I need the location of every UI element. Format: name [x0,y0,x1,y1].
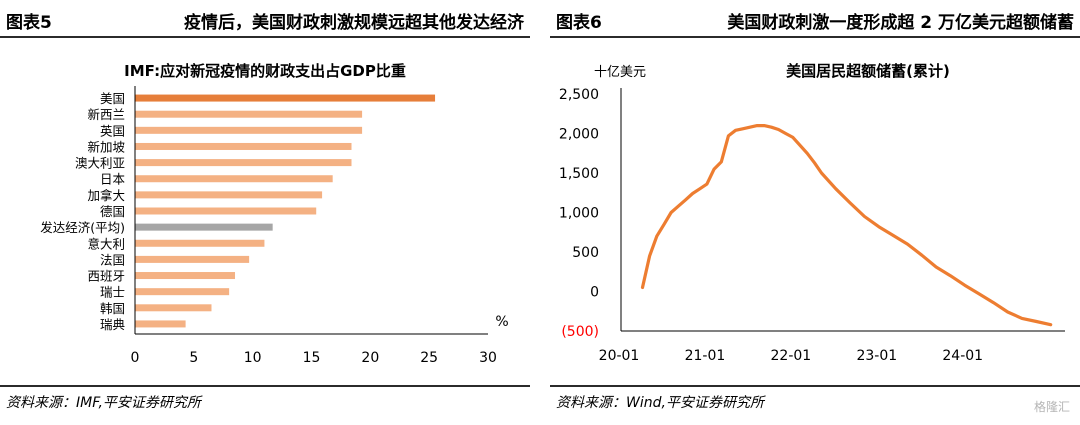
bar-日本 [135,175,333,183]
y-tick-label: 2,500 [559,87,599,103]
bar-澳大利亚 [135,159,352,167]
right-source-note: 资料来源：Wind,平安证券研究所 [556,395,764,411]
left-figure-panel: 图表5 疫情后，美国财政刺激规模远超其他发达经济 IMF:应对新冠疫情的财政支出… [0,0,530,425]
bar-发达经济(平均) [135,223,273,231]
x-tick-label: 10 [244,350,262,366]
right-figure-panel: 图表6 美国财政刺激一度形成超 2 万亿美元超额储蓄 美国居民超额储蓄(累计) 十… [550,0,1080,425]
bar-意大利 [135,239,265,247]
y-tick-label: 1,000 [559,206,599,222]
bar-新加坡 [135,142,352,150]
bar-加拿大 [135,191,323,199]
category-label: 发达经济(平均) [40,220,125,235]
bar-chart: IMF:应对新冠疫情的财政支出占GDP比重美国新西兰英国新加坡澳大利亚日本加拿大… [40,62,508,366]
x-tick-label: 0 [131,350,140,366]
unit-label: % [495,314,508,330]
category-label: 韩国 [100,301,125,316]
y-tick-label: (500) [561,324,599,340]
bar-法国 [135,255,250,263]
line-chart-title: 美国居民超额储蓄(累计) [786,62,950,80]
x-tick-label: 24-01 [942,348,983,364]
left-bottom-rule [0,385,530,387]
bar-新西兰 [135,110,363,118]
category-label: 新加坡 [87,139,125,154]
right-top-rule [550,36,1080,38]
category-label: 加拿大 [87,188,125,203]
watermark-logo: 格隆汇 [1033,400,1070,414]
category-label: 新西兰 [87,107,125,122]
category-label: 澳大利亚 [75,156,125,171]
category-label: 日本 [100,172,126,187]
bar-德国 [135,207,317,215]
category-label: 德国 [100,204,125,219]
y-tick-label: 1,500 [559,166,599,182]
category-label: 美国 [100,91,125,106]
bar-美国 [135,94,436,102]
bar-瑞典 [135,320,186,328]
bar-西班牙 [135,272,236,280]
bar-瑞士 [135,288,230,296]
y-axis-unit-label: 十亿美元 [594,65,646,80]
right-figure-header: 图表6 美国财政刺激一度形成超 2 万亿美元超额储蓄 [550,6,1080,33]
x-tick-label: 25 [420,350,438,366]
category-label: 瑞典 [100,317,125,332]
x-tick-label: 22-01 [771,348,812,364]
category-label: 英国 [100,123,125,138]
x-tick-label: 15 [303,350,321,366]
x-tick-label: 23-01 [856,348,897,364]
line-chart: 美国居民超额储蓄(累计) 十亿美元 2,500 2,000 1,500 1,000 500 0… [559,62,1065,364]
left-figure-number: 图表5 [6,13,52,33]
left-figure-title: 疫情后，美国财政刺激规模远超其他发达经济 [184,13,524,33]
bar-英国 [135,126,363,134]
left-figure-header: 图表5 疫情后，美国财政刺激规模远超其他发达经济 [0,6,530,33]
y-tick-label: 0 [590,285,599,301]
category-label: 意大利 [87,236,125,251]
category-label: 西班牙 [87,269,125,284]
right-figure-number: 图表6 [556,13,602,33]
x-tick-label: 20-01 [599,348,640,364]
right-bottom-rule [550,385,1080,387]
left-source-note: 资料来源：IMF,平安证券研究所 [6,395,201,411]
category-label: 瑞士 [100,285,125,300]
bar-chart-title: IMF:应对新冠疫情的财政支出占GDP比重 [124,62,406,80]
bar-韩国 [135,304,212,312]
left-top-rule [0,36,530,38]
savings-line-series [640,123,1053,327]
right-figure-title: 美国财政刺激一度形成超 2 万亿美元超额储蓄 [727,13,1074,33]
x-tick-label: 30 [479,350,497,366]
x-tick-label: 21-01 [685,348,726,364]
y-tick-label: 500 [572,245,599,261]
x-tick-label: 20 [361,350,379,366]
category-label: 法国 [100,252,125,267]
y-tick-label: 2,000 [559,127,599,143]
x-tick-label: 5 [189,350,198,366]
